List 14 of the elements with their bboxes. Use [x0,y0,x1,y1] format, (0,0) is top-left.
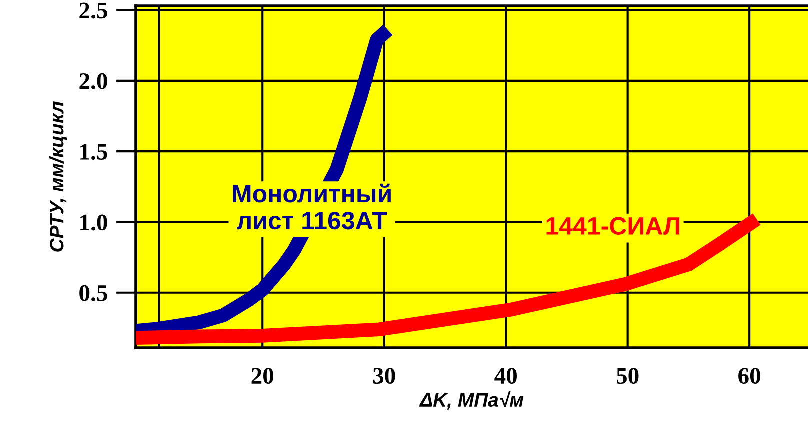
x-tick-label: 20 [252,368,274,384]
y-tick-label: 2.5 [80,2,108,19]
series-label: Монолитный лист 1163АТ [233,184,391,230]
y-tick-label: 1.5 [80,144,108,160]
x-axis-title: ΔK, МПа√м [419,391,524,410]
x-tick-label: 60 [738,368,760,384]
x-tick-label: 40 [494,368,517,384]
y-tick-label: 0.5 [80,285,108,302]
series-label: 1441-СИАЛ [546,217,680,236]
y-tick-label: 1.0 [80,214,108,231]
x-tick-label: 30 [373,368,396,384]
x-tick-label: 50 [616,368,639,384]
y-axis-title: СРТУ, мм/кцикл [49,102,68,252]
y-tick-label: 2.0 [80,73,108,90]
